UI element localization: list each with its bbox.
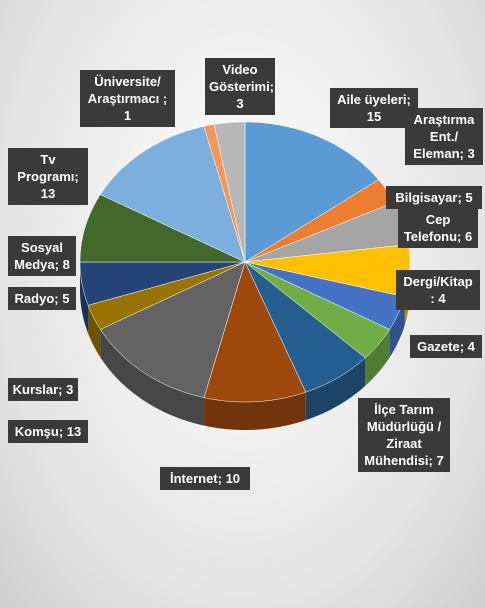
data-label: İnternet; 10 — [160, 467, 250, 490]
slice-side — [389, 296, 405, 358]
slice-side — [80, 262, 89, 334]
data-label: Aile üyeleri; 15 — [330, 88, 418, 128]
slice — [100, 126, 246, 263]
data-label: Üniversite/ Araştırmacı ; 1 — [80, 70, 175, 127]
slice — [87, 261, 246, 330]
slice — [244, 121, 379, 263]
data-label: İlçe Tarım Müdürlüğü / Ziraat Mühendisi;… — [358, 398, 450, 472]
slice-side — [365, 329, 390, 386]
data-label: Dergi/Kitap : 4 — [396, 270, 480, 310]
slice — [203, 124, 246, 263]
slice — [79, 261, 246, 306]
slice-side — [203, 392, 306, 430]
data-label: Komşu; 13 — [8, 420, 88, 443]
data-label: Bilgisayar; 5 — [386, 186, 482, 209]
data-label: Radyo; 5 — [8, 287, 76, 310]
data-label: Sosyal Medya; 8 — [8, 236, 76, 276]
slice — [79, 194, 246, 263]
slice — [244, 261, 390, 359]
slice-side — [305, 357, 366, 421]
slice — [244, 261, 366, 393]
slice-side — [88, 305, 101, 358]
data-label: Gazete; 4 — [410, 335, 482, 358]
data-label: Kurslar; 3 — [8, 378, 78, 401]
slice-side — [100, 329, 204, 426]
slice — [203, 261, 307, 403]
data-label: Tv Programı; 13 — [8, 148, 88, 205]
data-label: Cep Telefonu; 6 — [398, 208, 478, 248]
data-label: Video Gösterimi; 3 — [205, 58, 275, 115]
data-label: Araştırma Ent./ Eleman; 3 — [405, 108, 483, 165]
slice — [213, 121, 246, 263]
slice — [100, 261, 246, 398]
